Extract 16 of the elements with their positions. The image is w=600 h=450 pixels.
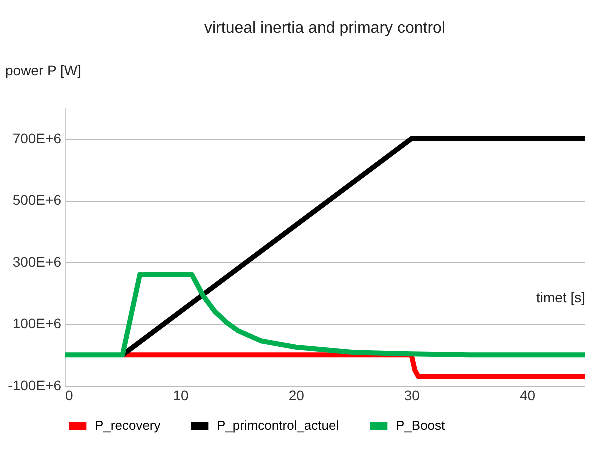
y-tick-label: -100E+6: [8, 378, 62, 394]
y-axis-title: power P [W]: [6, 62, 82, 78]
x-tick-label: 10: [173, 388, 190, 404]
x-axis-title: timet [s]: [536, 290, 586, 306]
x-tick-label: 20: [288, 388, 305, 404]
legend-label: P_primcontrol_actuel: [217, 418, 340, 433]
y-tick-label: 300E+6: [12, 254, 62, 270]
x-tick-label: 30: [404, 388, 420, 404]
y-tick-label: 100E+6: [12, 316, 62, 332]
y-tick-label: 700E+6: [12, 130, 62, 146]
y-tick-label: 500E+6: [12, 192, 62, 208]
legend-label: P_Boost: [396, 418, 446, 433]
x-tick-label: 0: [66, 388, 74, 404]
x-tick-label: 40: [520, 388, 536, 404]
legend-label: P_recovery: [95, 418, 162, 433]
chart-title: virtueal inertia and primary control: [204, 20, 446, 37]
